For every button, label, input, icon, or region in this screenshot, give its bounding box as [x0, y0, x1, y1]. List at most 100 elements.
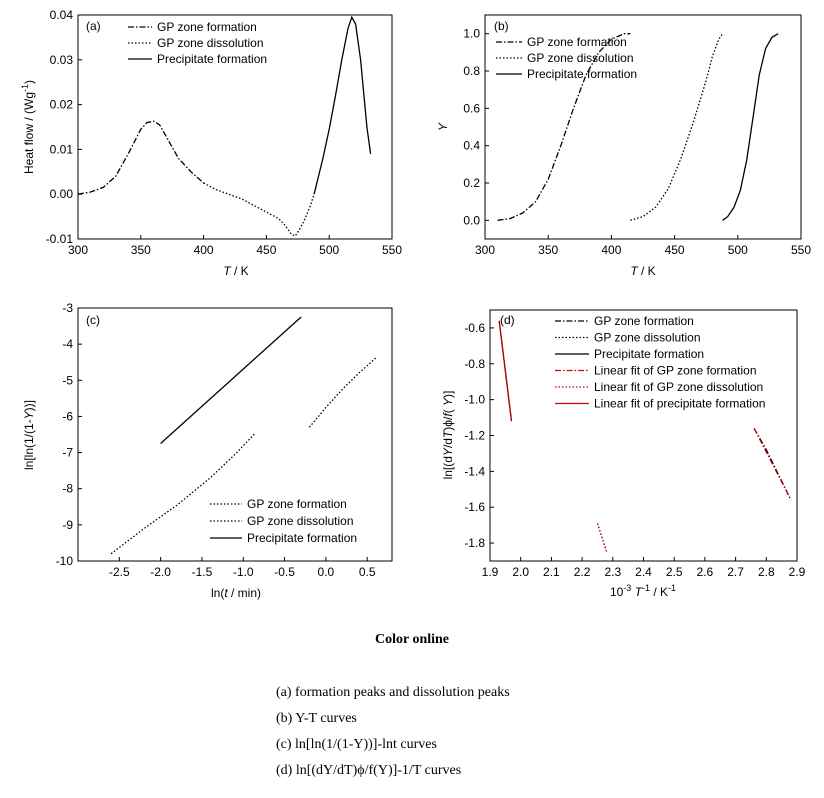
x-tick-label: 2.5: [666, 565, 683, 579]
plot-frame: [77, 14, 393, 240]
legend-label: GP zone formation: [157, 20, 257, 34]
x-tick-label: 500: [728, 243, 748, 257]
x-tick-label: -2.0: [150, 565, 171, 579]
caption-title: Color online: [374, 632, 450, 647]
panel-c: (c) -2.5 -2.0 -1.5 -1.0 -0.5 0.0 0.5 -10 -9 -8 -7 -…: [22, 301, 393, 600]
y-axis-label: Y: [436, 122, 450, 131]
series-line: [313, 15, 372, 195]
series-line: [596, 523, 608, 553]
series-line: [497, 33, 631, 221]
y-tick-label: -0.6: [464, 321, 485, 335]
series-line: [722, 33, 779, 221]
y-tick-label: -1.6: [464, 500, 485, 514]
x-tick-label: 350: [538, 243, 558, 257]
x-axis-label: T / K: [223, 264, 248, 278]
x-tick-label: 2.0: [512, 565, 529, 579]
x-tick-label: 450: [256, 243, 276, 257]
x-axis-label: T / K: [630, 264, 655, 278]
y-tick-label: 1.0: [463, 27, 480, 41]
x-tick-label: -1.5: [192, 565, 213, 579]
y-tick-label: 0.04: [50, 8, 74, 22]
panel-d: (d) 1.9 2.0 2.1 2.2 2.3 2.4 2.5 2.6 2.7 2.8 2.9 -1.…: [441, 309, 806, 599]
series-line: [498, 320, 513, 422]
series-line: [110, 432, 257, 555]
y-tick-label: -1.8: [464, 536, 485, 550]
x-tick-label: 2.2: [574, 565, 591, 579]
x-tick-label: -2.5: [109, 565, 130, 579]
x-tick-label: 1.9: [482, 565, 499, 579]
y-tick-label: 0.03: [50, 53, 74, 67]
y-tick-label: 0.0: [463, 213, 480, 227]
panel-label: (a): [86, 19, 101, 33]
legend-label: Precipitate formation: [247, 531, 357, 545]
y-tick-label: -0.01: [46, 232, 74, 246]
series-line: [308, 356, 378, 428]
y-tick-label: -6: [62, 409, 73, 423]
x-tick-label: 500: [319, 243, 339, 257]
series-line: [630, 33, 724, 221]
legend-label: Precipitate formation: [594, 347, 704, 361]
x-tick-label: -0.5: [274, 565, 295, 579]
series-line: [753, 428, 792, 501]
y-tick-label: 0.4: [463, 139, 480, 153]
y-axis-label: ln[(dY/dT)ϕ/f( Y)]: [441, 391, 455, 480]
y-tick-label: 0.01: [50, 142, 74, 156]
legend-label: GP zone formation: [594, 314, 694, 328]
legend-label: GP zone dissolution: [594, 331, 701, 345]
y-axis-label: Heat flow / (Wg-1): [20, 80, 36, 174]
y-tick-label: -1.2: [464, 429, 485, 443]
legend-label: GP zone dissolution: [157, 36, 264, 50]
y-tick-label: -7: [62, 446, 73, 460]
x-tick-label: 300: [475, 243, 495, 257]
x-tick-label: 2.6: [697, 565, 714, 579]
y-tick-label: 0.00: [50, 187, 74, 201]
panel-label: (c): [86, 313, 100, 327]
legend-label: Precipitate formation: [157, 52, 267, 66]
panel-a: (a) 300 350 400 450 500 550 -0.01 0.00 0.01 0.02 0…: [20, 8, 402, 278]
series-line: [203, 182, 315, 237]
x-tick-label: 2.4: [635, 565, 652, 579]
caption-line-c: (c) ln[ln(1/(1-Y))]-lnt curves: [276, 737, 437, 752]
plot-frame: [77, 307, 393, 562]
caption-line-b: (b) Y-T curves: [276, 711, 357, 726]
figure: (a) 300 350 400 450 500 550 -0.01 0.00 0.01 0.02 0…: [20, 8, 811, 600]
y-tick-label: -3: [62, 301, 73, 315]
y-tick-label: -1.4: [464, 464, 485, 478]
x-tick-label: 350: [131, 243, 151, 257]
x-axis-label: 10-3 T-1 / K-1: [610, 583, 676, 599]
x-tick-label: 2.7: [727, 565, 744, 579]
y-tick-label: -4: [62, 337, 73, 351]
legend-label: GP zone formation: [247, 497, 347, 511]
x-tick-label: 300: [68, 243, 88, 257]
x-tick-label: 0.5: [359, 565, 376, 579]
y-tick-label: -9: [62, 518, 73, 532]
legend-label: Linear fit of GP zone formation: [594, 364, 757, 378]
x-tick-label: 2.8: [758, 565, 775, 579]
legend-label: GP zone dissolution: [527, 51, 634, 65]
x-tick-label: 2.9: [789, 565, 806, 579]
x-tick-label: 450: [665, 243, 685, 257]
panel-label: (b): [494, 19, 509, 33]
panel-label: (d): [500, 313, 515, 327]
y-tick-label: 0.8: [463, 64, 480, 78]
series-line: [160, 316, 302, 444]
y-tick-label: 0.02: [50, 98, 74, 112]
x-tick-label: 2.3: [604, 565, 621, 579]
y-axis-label: ln[ln(1/(1-Y))]: [22, 400, 36, 470]
x-tick-label: 400: [194, 243, 214, 257]
y-tick-label: 0.6: [463, 101, 480, 115]
x-tick-label: 2.1: [543, 565, 560, 579]
x-tick-label: 550: [382, 243, 402, 257]
y-tick-label: -5: [62, 373, 73, 387]
caption-line-d: (d) ln[(dY/dT)ϕ/f(Y)]-1/T curves: [276, 763, 462, 778]
legend-label: Linear fit of GP zone dissolution: [594, 380, 763, 394]
y-tick-label: 0.2: [463, 176, 480, 190]
series-line: [77, 120, 205, 195]
y-tick-label: -0.8: [464, 357, 485, 371]
x-tick-label: 400: [601, 243, 621, 257]
y-tick-label: -1.0: [464, 393, 485, 407]
plot-frame: [484, 14, 802, 240]
x-tick-label: -1.0: [233, 565, 254, 579]
x-tick-label: 0.0: [318, 565, 335, 579]
legend-label: Linear fit of precipitate formation: [594, 397, 765, 411]
